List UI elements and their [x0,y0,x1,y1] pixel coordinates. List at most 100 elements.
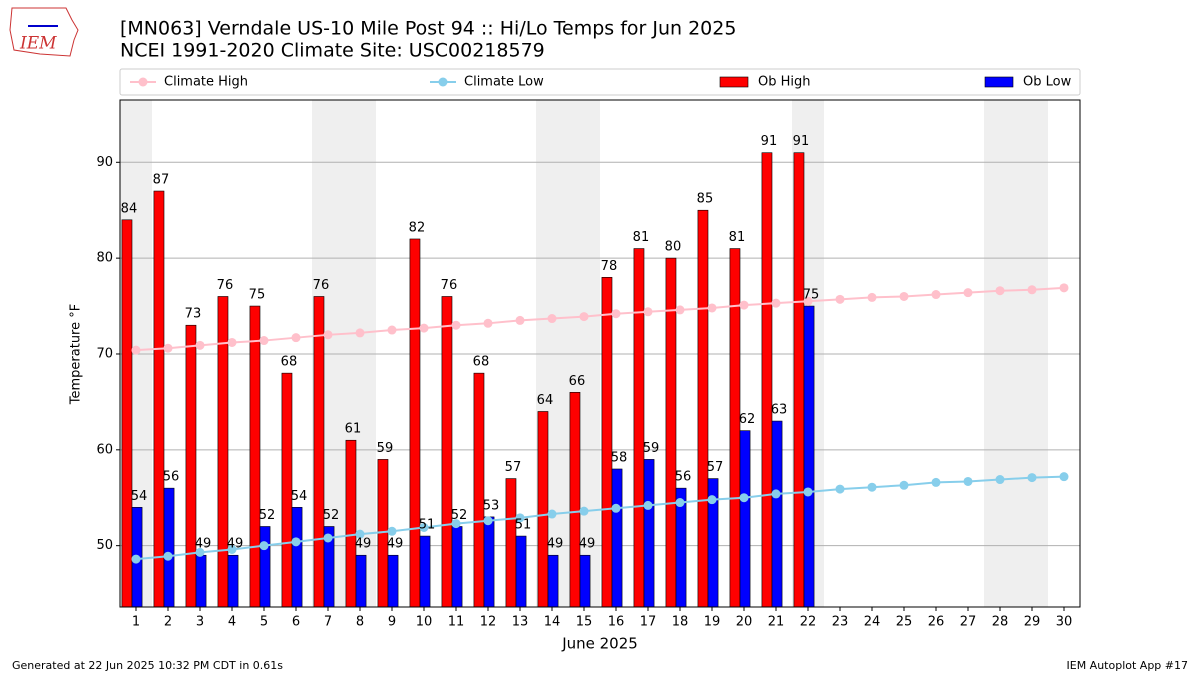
x-tick-label: 4 [228,615,236,630]
data-label: 52 [323,508,340,523]
logo-text: IEM [19,34,57,54]
x-tick-label: 19 [704,615,721,630]
line-marker [643,500,653,510]
data-label: 51 [419,518,436,533]
line-marker [835,294,845,304]
data-label: 49 [195,537,212,552]
bar [259,526,271,608]
bar [579,554,591,608]
data-label: 52 [259,508,276,523]
line-marker [771,298,781,308]
line-marker [131,554,141,564]
bar [451,526,463,608]
line-marker [579,312,589,322]
data-label: 78 [601,259,618,274]
bar [633,248,645,608]
data-label: 49 [355,537,372,552]
x-tick-label: 15 [576,615,593,630]
data-label: 66 [569,374,586,389]
data-label: 81 [633,230,650,245]
x-tick-label: 18 [672,615,689,630]
line-marker [771,489,781,499]
y-tick-label: 90 [96,155,113,170]
data-label: 49 [579,537,596,552]
line-marker [515,315,525,325]
bar [419,535,431,608]
line-marker [675,305,685,315]
line-marker [899,291,909,301]
data-label: 80 [665,240,682,255]
data-label: 84 [121,201,138,216]
y-tick-label: 60 [96,442,113,457]
x-tick-label: 26 [928,615,945,630]
line-marker [1059,472,1069,482]
data-label: 51 [515,518,532,533]
line-marker [227,337,237,347]
line-marker [163,343,173,353]
chart-title: [MN063] Verndale US-10 Mile Post 94 :: H… [120,18,736,40]
line-marker [483,516,493,526]
data-label: 53 [483,498,500,513]
line-marker [995,475,1005,485]
line-marker [931,290,941,300]
x-tick-label: 16 [608,615,625,630]
data-label: 54 [131,489,148,504]
x-tick-label: 24 [864,615,881,630]
line-marker [739,493,749,503]
data-label: 85 [697,192,714,207]
x-tick-label: 30 [1056,615,1073,630]
line-marker [547,314,557,324]
line-marker [387,325,397,335]
bar [569,392,581,608]
data-label: 49 [227,537,244,552]
data-label: 56 [675,470,692,485]
line-marker [131,345,141,355]
bar [345,439,357,608]
line-marker [707,495,717,505]
data-label: 63 [771,403,788,418]
legend-label: Ob Low [1023,75,1072,90]
bar [441,296,453,608]
x-tick-label: 29 [1024,615,1041,630]
data-label: 57 [505,460,522,475]
bar [473,372,485,608]
line-marker [579,506,589,516]
bar [313,296,325,608]
line-marker [195,340,205,350]
bar [249,305,261,608]
data-label: 58 [611,450,628,465]
data-label: 87 [153,173,170,188]
data-label: 81 [729,230,746,245]
data-label: 56 [163,470,180,485]
line-marker [227,544,237,554]
chart-subtitle: NCEI 1991-2020 Climate Site: USC00218579 [120,40,545,62]
bar [601,277,613,608]
line-marker [931,477,941,487]
logo-outline [9,7,79,57]
line-marker [1027,285,1037,295]
line-marker [163,551,173,561]
y-tick-label: 80 [96,251,113,266]
line-marker [1059,283,1069,293]
legend [119,68,1081,96]
footer-right: IEM Autoplot App #17 [1067,659,1189,672]
line-marker [899,480,909,490]
plot-frame [119,99,1081,608]
line-marker [419,323,429,333]
x-tick-label: 3 [196,615,204,630]
line-marker [803,296,813,306]
line-marker [739,300,749,310]
data-label: 57 [707,460,724,475]
data-label: 76 [313,278,330,293]
legend-label: Climate Low [464,75,544,90]
bar [697,209,709,608]
data-label: 82 [409,220,426,235]
line-marker [675,498,685,508]
line-marker [515,513,525,523]
line-marker [707,303,717,313]
bar [185,324,197,608]
line-marker [835,484,845,494]
line-marker [867,292,877,302]
legend-marker [438,77,448,87]
